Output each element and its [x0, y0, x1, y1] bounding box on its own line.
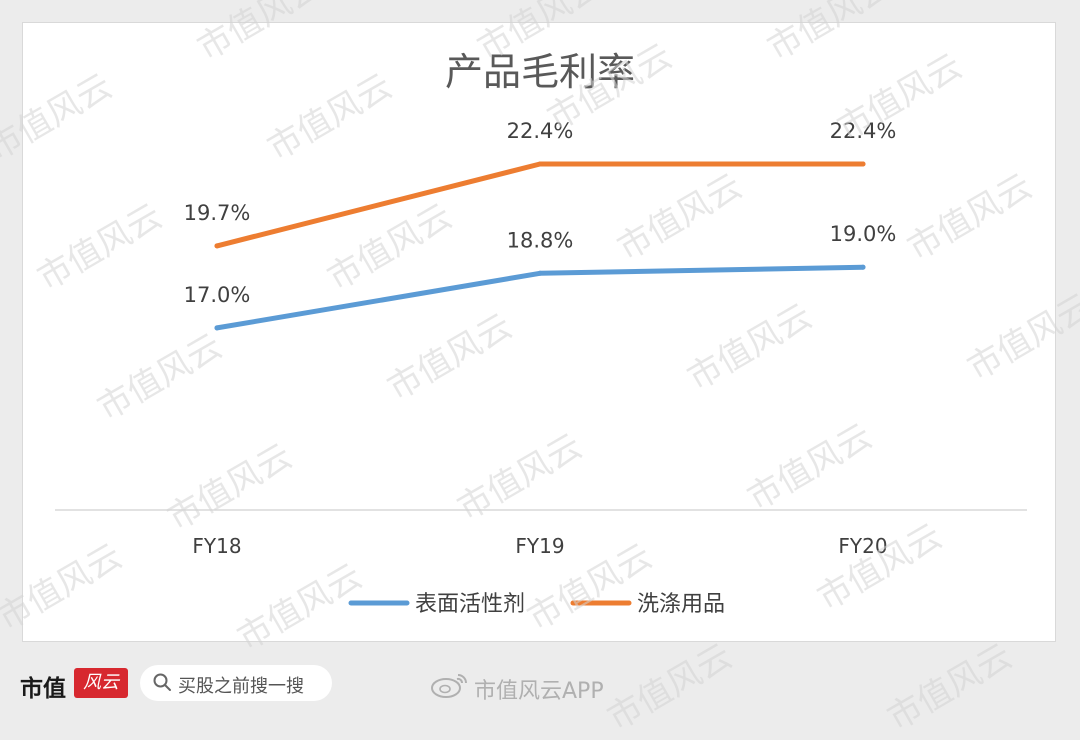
data-label: 17.0%: [184, 283, 251, 307]
data-label: 22.4%: [507, 119, 574, 143]
x-tick-label: FY19: [515, 534, 564, 558]
series-group: 17.0% 18.8% 19.0% 19.7% 22.4% 22.4%: [184, 119, 897, 331]
x-tick-label: FY20: [838, 534, 887, 558]
line-chart: 产品毛利率 FY18 FY19 FY20 17.0% 18.8% 19.0% 19.7% 2…: [55, 50, 1027, 617]
x-tick-label: FY18: [192, 534, 241, 558]
data-point: [214, 325, 220, 331]
data-point: [860, 264, 866, 270]
legend-label: 洗涤用品: [637, 592, 725, 617]
data-point: [537, 270, 543, 276]
data-point: [537, 161, 543, 167]
chart-card: 产品毛利率 FY18 FY19 FY20 17.0% 18.8% 19.0% 19.7% 2…: [22, 22, 1056, 642]
data-label: 22.4%: [830, 119, 897, 143]
data-label: 19.7%: [184, 201, 251, 225]
series-line: [214, 264, 866, 331]
legend-label: 表面活性剂: [415, 592, 525, 617]
search-placeholder: 买股之前搜一搜: [178, 676, 304, 697]
search-box[interactable]: 买股之前搜一搜: [140, 665, 332, 701]
legend: 表面活性剂 洗涤用品: [348, 592, 725, 617]
data-point: [214, 243, 220, 249]
weibo-icon: [431, 674, 467, 698]
brand-logo-badge: 风云: [74, 668, 128, 698]
x-axis-ticks: FY18 FY19 FY20: [192, 534, 887, 558]
footer-bar: 市值 风云 买股之前搜一搜 市值风云APP: [0, 655, 1080, 718]
brand-logo-text: 市值: [20, 676, 66, 702]
app-label: 市值风云APP: [474, 679, 604, 704]
data-point: [860, 161, 866, 167]
search-icon: [153, 673, 171, 691]
data-label: 19.0%: [830, 222, 897, 246]
data-label: 18.8%: [507, 228, 574, 252]
chart-title: 产品毛利率: [445, 50, 635, 94]
